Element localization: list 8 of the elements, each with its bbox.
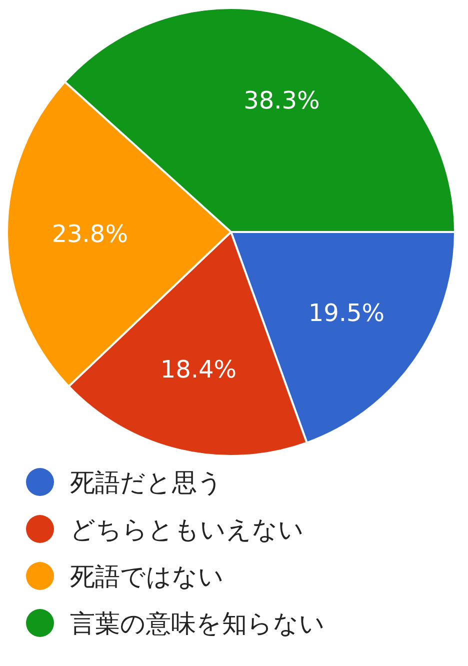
data-label: 19.5% <box>308 299 385 328</box>
data-label: 38.3% <box>244 86 320 114</box>
legend-label: 死語ではない <box>70 562 224 591</box>
data-label: 23.8% <box>52 220 128 248</box>
legend-label: 言葉の意味を知らない <box>70 609 325 638</box>
legend-label: どちらともいえない <box>70 515 304 544</box>
legend-label: 死語だと思う <box>70 468 223 497</box>
data-label: 18.4% <box>160 355 237 384</box>
